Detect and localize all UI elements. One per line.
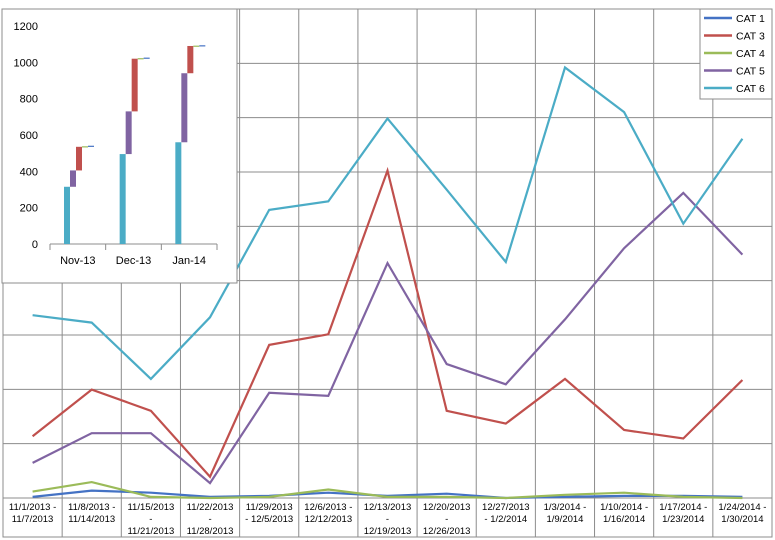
inset-y-tick-label: 0 <box>32 239 38 251</box>
inset-y-tick-label: 1000 <box>14 57 38 69</box>
main-chart-legend: CAT 1 CAT 3 CAT 4 CAT 5 CAT 6 <box>699 8 773 100</box>
inset-chart-background <box>1 8 238 284</box>
inset-bar-chart: 0 200 400 600 800 1000 1200 Nov-13 Dec-13 Jan-14 <box>1 8 238 284</box>
inset-bar-cat-4 <box>137 58 144 60</box>
series-line-cat-4 <box>32 480 743 500</box>
x-tick-label: 12/27/2013- 1/2/2014 <box>482 502 530 525</box>
inset-y-tick-label: 800 <box>20 94 38 106</box>
inset-y-tick-label: 200 <box>20 203 38 215</box>
x-tick-label: 11/15/2013 -11/21/2013 <box>127 502 174 537</box>
inset-bar-cat-3 <box>187 45 194 74</box>
inset-bar-cat-6 <box>175 142 182 244</box>
inset-bar-cat-5 <box>181 73 188 143</box>
x-tick-label: 1/17/2014 -1/23/2014 <box>659 502 707 525</box>
inset-x-tick-label: Nov-13 <box>60 255 95 267</box>
main-chart-series-lines <box>31 65 744 500</box>
x-tick-label: 1/24/2014 -1/30/2014 <box>718 502 766 525</box>
x-tick-label: 12/13/2013 -12/19/2013 <box>364 502 412 537</box>
x-tick-label: 11/8/2013 -11/14/2013 <box>68 502 115 525</box>
x-tick-label: 11/1/2013 -11/7/2013 <box>9 502 56 525</box>
x-tick-label: 1/10/2014 -1/16/2014 <box>600 502 648 525</box>
inset-bar-cat-3 <box>76 146 82 171</box>
legend-entry: CAT 6 <box>736 83 765 95</box>
x-tick-label: 11/29/2013- 12/5/2013 <box>245 502 293 525</box>
inset-bar-cat-6 <box>119 154 126 244</box>
inset-x-tick-label: Dec-13 <box>116 255 151 267</box>
legend-entry: CAT 4 <box>736 48 765 60</box>
inset-bar-cat-1 <box>88 145 94 147</box>
inset-bar-cat-5 <box>70 170 76 187</box>
inset-y-tick-label: 400 <box>20 166 38 178</box>
legend-entry: CAT 1 <box>736 13 765 25</box>
x-tick-label: 1/3/2014 -1/9/2014 <box>544 502 587 525</box>
inset-bar-cat-1 <box>143 57 150 59</box>
series-line-cat-5 <box>32 191 744 485</box>
series-line-cat-6 <box>32 65 744 381</box>
main-chart-x-axis-labels: 11/1/2013 -11/7/2013 11/8/2013 -11/14/201… <box>9 502 767 537</box>
inset-y-tick-label: 600 <box>20 130 38 142</box>
inset-bar-cat-4 <box>193 45 200 47</box>
inset-bar-cat-3 <box>131 58 138 112</box>
legend-box <box>699 8 773 100</box>
inset-x-tick-label: Jan-14 <box>172 255 206 267</box>
inset-bar-cat-5 <box>125 111 132 155</box>
x-tick-label: 12/20/2013 -12/26/2013 <box>423 502 471 537</box>
x-tick-label: 12/6/2013 -12/12/2013 <box>304 502 352 525</box>
legend-entry: CAT 3 <box>736 31 765 43</box>
inset-bar-cat-4 <box>82 146 88 148</box>
legend-entry: CAT 5 <box>736 66 765 78</box>
series-line-cat-3 <box>31 166 744 479</box>
x-tick-label: 11/22/2013 -11/28/2013 <box>187 502 234 537</box>
inset-bar-cat-1 <box>199 45 206 47</box>
inset-y-tick-label: 1200 <box>14 21 38 33</box>
inset-bar-cat-6 <box>64 186 70 244</box>
